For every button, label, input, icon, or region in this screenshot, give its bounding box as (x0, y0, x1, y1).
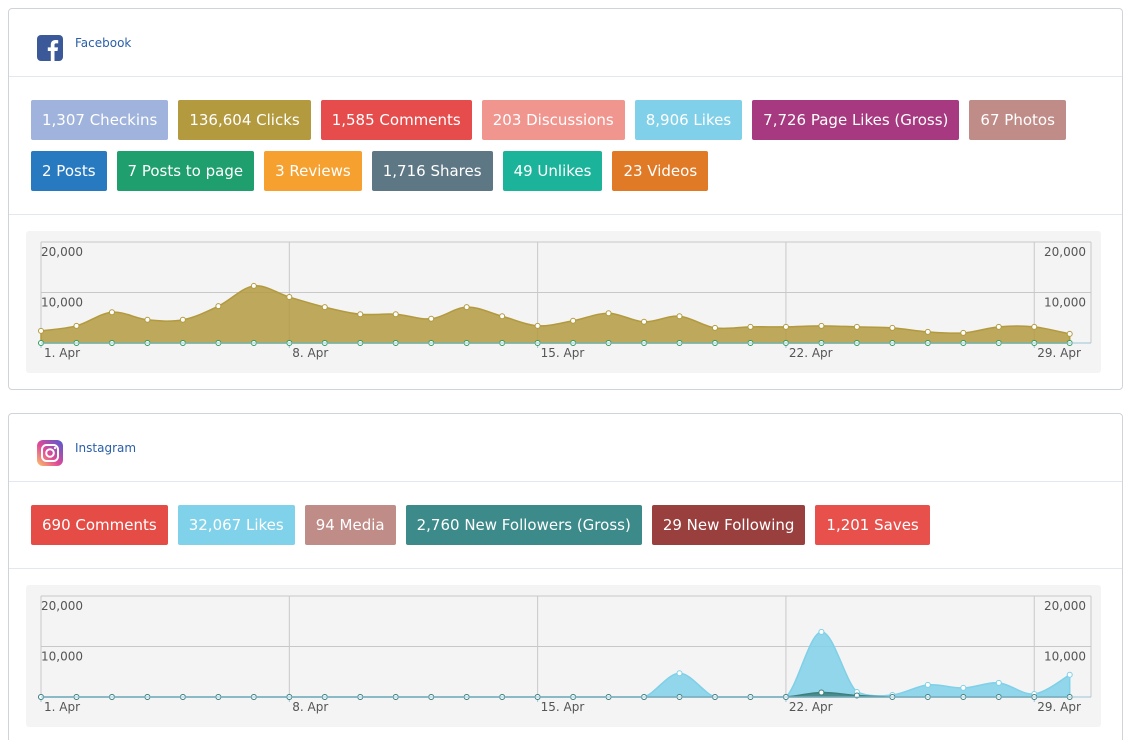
y-tick-label: 20,000 (41, 599, 83, 613)
y-tick-label: 10,000 (41, 650, 83, 664)
point (818, 628, 825, 635)
point (499, 313, 506, 320)
point (428, 315, 435, 322)
point (889, 324, 896, 331)
x-tick-label: 15. Apr (541, 700, 585, 714)
panel-title: Facebook (75, 36, 132, 50)
point (1066, 330, 1073, 337)
badge: 1,307 Checkins (31, 100, 169, 140)
x-tick-label: 29. Apr (1037, 700, 1081, 714)
x-tick-label: 1. Apr (44, 700, 80, 714)
panel-header: Instagram (9, 414, 1122, 482)
instagram-icon (37, 440, 63, 466)
point (144, 316, 151, 323)
badge: 7,726 Page Likes (Gross) (752, 100, 960, 140)
chart: 10,000 10,000 20,000 20,000 1. Apr 8. Apr 15. … (26, 585, 1101, 727)
badge: 136,604 Clicks (178, 100, 311, 140)
point (108, 309, 115, 316)
x-tick-label: 8. Apr (292, 346, 328, 360)
point (1066, 671, 1073, 678)
point (605, 310, 612, 317)
point (818, 322, 825, 329)
point (38, 327, 44, 334)
badge: 67 Photos (969, 100, 1066, 140)
point (995, 679, 1002, 686)
badge: 32,067 Likes (177, 505, 295, 545)
badge: 1,201 Saves (815, 505, 930, 545)
badge: 8,906 Likes (634, 100, 743, 140)
point (73, 322, 80, 329)
point (392, 311, 399, 318)
point (676, 313, 683, 320)
point (463, 304, 470, 311)
point (179, 316, 186, 323)
badge: 690 Comments (31, 505, 168, 545)
x-tick-label: 1. Apr (44, 346, 80, 360)
y-tick-label-right: 10,000 (1044, 650, 1086, 664)
chart: 10,000 10,000 20,000 20,000 1. Apr 8. Apr 15. … (26, 231, 1101, 373)
y-tick-label-right: 20,000 (1044, 599, 1086, 613)
point (250, 282, 257, 289)
icon (37, 440, 63, 470)
badge: 2,760 New Followers (Gross) (405, 505, 642, 545)
panel: Instagram 690 Comments 32,067 Likes 94 Medi… (8, 413, 1123, 740)
point (747, 323, 754, 330)
badge: 1,585 Comments (320, 100, 472, 140)
badges: 1,307 Checkins 136,604 Clicks 1,585 Commen… (9, 77, 1122, 215)
point (570, 317, 577, 324)
badge: 23 Videos (612, 151, 709, 191)
point (818, 689, 825, 696)
point (853, 323, 860, 330)
point (357, 311, 364, 318)
chart-wrap: 10,000 10,000 20,000 20,000 1. Apr 8. Apr 15. … (9, 569, 1122, 740)
point (924, 328, 931, 335)
panel-header: Facebook (9, 9, 1122, 77)
badge: 3 Reviews (264, 151, 362, 191)
panel: Facebook 1,307 Checkins 136,604 Clicks 1,58… (8, 8, 1123, 390)
badge: 29 New Following (651, 505, 806, 545)
icon (37, 35, 63, 65)
badge: 2 Posts (31, 151, 107, 191)
facebook-icon (37, 35, 63, 61)
y-tick-label-right: 10,000 (1044, 296, 1086, 310)
x-tick-label: 29. Apr (1037, 346, 1081, 360)
point (321, 304, 328, 311)
point (641, 318, 648, 325)
x-tick-label: 15. Apr (541, 346, 585, 360)
point (286, 294, 293, 301)
point (960, 684, 967, 691)
badge: 203 Discussions (481, 100, 625, 140)
point (676, 670, 683, 677)
point (960, 329, 967, 336)
point (924, 681, 931, 688)
chart-wrap: 10,000 10,000 20,000 20,000 1. Apr 8. Apr 15. … (9, 215, 1122, 389)
y-tick-label-right: 20,000 (1044, 245, 1086, 259)
badge: 7 Posts to page (116, 151, 255, 191)
x-tick-label: 22. Apr (789, 700, 833, 714)
badges: 690 Comments 32,067 Likes 94 Media 2,760 Ne… (9, 482, 1122, 569)
point (215, 303, 222, 310)
point (711, 324, 718, 331)
point (1031, 323, 1038, 330)
badge: 94 Media (304, 505, 396, 545)
point (995, 323, 1002, 330)
y-tick-label: 10,000 (41, 296, 83, 310)
badge: 1,716 Shares (371, 151, 493, 191)
point (782, 323, 789, 330)
point (534, 322, 541, 329)
y-tick-label: 20,000 (41, 245, 83, 259)
badge: 49 Unlikes (502, 151, 603, 191)
x-tick-label: 8. Apr (292, 700, 328, 714)
x-tick-label: 22. Apr (789, 346, 833, 360)
panel-title: Instagram (75, 441, 137, 455)
